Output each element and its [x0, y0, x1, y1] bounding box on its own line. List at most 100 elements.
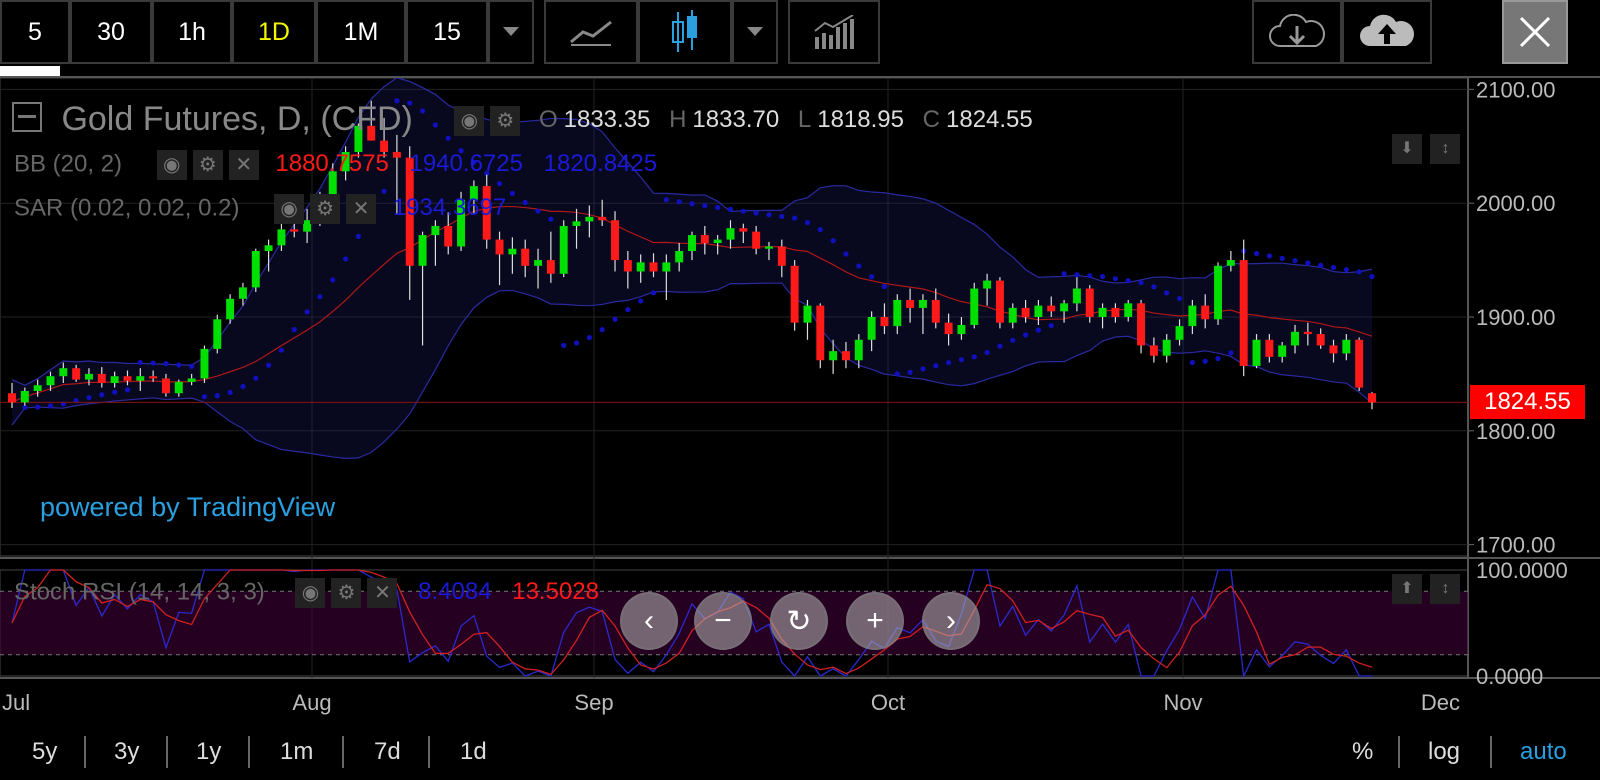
- range-1d-button[interactable]: 1d: [460, 738, 487, 765]
- cloud-upload-button[interactable]: [1342, 0, 1432, 64]
- close-icon: [1518, 15, 1552, 49]
- candlestick-icon: [670, 10, 700, 54]
- range-3y-button[interactable]: 3y: [114, 738, 140, 765]
- log-scale-button[interactable]: log: [1428, 738, 1461, 765]
- tradingview-watermark[interactable]: powered by TradingView: [40, 492, 336, 522]
- expand-vertical-icon[interactable]: ↕: [1430, 574, 1461, 604]
- sar-dot: [599, 327, 605, 333]
- candle-body: [726, 228, 735, 240]
- zoom-in-button[interactable]: +: [846, 592, 904, 650]
- sar-dot: [278, 347, 285, 353]
- sar-dot: [1112, 276, 1118, 282]
- remove-icon[interactable]: ✕: [228, 150, 259, 180]
- candle-body: [1008, 307, 1017, 323]
- visibility-icon[interactable]: ◉: [295, 578, 326, 608]
- sar-dot: [330, 277, 336, 283]
- bb-upper-value: 1940.6725: [409, 150, 523, 178]
- candle-body: [546, 260, 555, 274]
- sar-dot: [22, 404, 28, 411]
- candle-body: [110, 376, 119, 384]
- remove-icon[interactable]: ✕: [346, 194, 377, 224]
- interval-5-button[interactable]: 5: [0, 0, 70, 64]
- arrow-up-icon[interactable]: ⬆: [1392, 574, 1422, 604]
- percent-scale-button[interactable]: %: [1352, 738, 1374, 765]
- sar-dot: [997, 343, 1003, 349]
- interval-1d-button[interactable]: 1D: [232, 0, 316, 64]
- sar-dot: [869, 274, 875, 280]
- gear-icon[interactable]: ⚙: [490, 105, 521, 136]
- scroll-marker[interactable]: [0, 66, 60, 76]
- interval-30-button[interactable]: 30: [70, 0, 152, 64]
- candle-body: [405, 157, 414, 266]
- gear-icon[interactable]: ⚙: [192, 150, 223, 180]
- interval-15-button[interactable]: 15: [406, 0, 488, 64]
- scroll-left-button[interactable]: ‹: [620, 592, 678, 650]
- gear-icon[interactable]: ⚙: [310, 194, 341, 224]
- sar-dot: [535, 208, 541, 214]
- sar-dot: [1292, 258, 1298, 264]
- candle-body: [457, 199, 466, 247]
- candle-body: [508, 248, 517, 255]
- scroll-right-button[interactable]: ›: [922, 592, 980, 650]
- candle-body: [226, 298, 235, 320]
- candle-body: [1278, 345, 1287, 357]
- indicators-button[interactable]: [788, 0, 880, 64]
- line-chart-icon: [569, 18, 613, 46]
- candle-body: [1162, 339, 1171, 356]
- sar-label: SAR (0.02, 0.02, 0.2): [14, 194, 240, 222]
- minus-icon: −: [714, 604, 732, 637]
- candle-body: [251, 250, 260, 288]
- sar-dot: [1125, 278, 1131, 284]
- candle-body: [380, 140, 389, 152]
- sar-dot: [1279, 255, 1285, 261]
- candle-body: [1355, 339, 1364, 388]
- gear-icon[interactable]: ⚙: [331, 578, 362, 608]
- sar-dot: [612, 316, 618, 322]
- collapse-icon[interactable]: [12, 102, 42, 133]
- price-chart[interactable]: 2100.00 2000.00 1900.00 1800.00 1700.00100.0…: [0, 78, 1600, 780]
- arrow-down-icon[interactable]: ⬇: [1392, 134, 1422, 164]
- range-5y-button[interactable]: 5y: [32, 738, 58, 765]
- visibility-icon[interactable]: ◉: [454, 105, 485, 136]
- interval-dropdown-button[interactable]: [488, 0, 534, 64]
- chart-area[interactable]: 2100.00 2000.00 1900.00 1800.00 1700.00 100.0…: [0, 78, 1600, 780]
- symbol-title: Gold Futures, D, (CFD): [61, 100, 413, 138]
- sar-dot: [1048, 322, 1054, 329]
- toolbar: 5 30 1h 1D 1M 15: [0, 0, 1600, 78]
- reset-button[interactable]: ↻: [770, 592, 828, 650]
- interval-1m-button[interactable]: 1M: [316, 0, 406, 64]
- auto-scale-button[interactable]: auto: [1520, 738, 1567, 765]
- remove-icon[interactable]: ✕: [367, 578, 398, 608]
- candle-body: [1214, 265, 1223, 320]
- chart-type-dropdown-button[interactable]: [732, 0, 778, 64]
- range-7d-button[interactable]: 7d: [374, 738, 401, 765]
- separator: [1398, 736, 1400, 768]
- candle-body: [1149, 345, 1158, 356]
- range-1y-button[interactable]: 1y: [196, 738, 222, 765]
- sar-dot: [112, 389, 118, 395]
- separator: [166, 736, 168, 768]
- visibility-icon[interactable]: ◉: [274, 194, 305, 224]
- indicators-icon: [813, 15, 855, 49]
- cloud-download-button[interactable]: [1252, 0, 1342, 64]
- open-value: 1833.35: [563, 106, 651, 133]
- zoom-out-button[interactable]: −: [694, 592, 752, 650]
- sar-dot: [150, 360, 156, 366]
- sar-dot: [1087, 273, 1093, 279]
- visibility-icon[interactable]: ◉: [156, 150, 187, 180]
- sar-dot: [317, 294, 323, 300]
- candle-body: [392, 151, 401, 158]
- chevron-down-icon: [747, 27, 763, 37]
- interval-1h-button[interactable]: 1h: [152, 0, 232, 64]
- expand-vertical-icon[interactable]: ↕: [1430, 134, 1461, 164]
- candle-body: [85, 373, 93, 380]
- candlestick-button[interactable]: [638, 0, 732, 64]
- close-button[interactable]: [1502, 0, 1568, 64]
- bb-lower-line: [11, 282, 1373, 459]
- sar-dot: [47, 403, 54, 409]
- candle-body: [790, 265, 799, 323]
- sar-dot: [304, 309, 310, 315]
- line-chart-button[interactable]: [544, 0, 638, 64]
- range-1m-button[interactable]: 1m: [280, 738, 314, 765]
- candle-body: [867, 317, 876, 340]
